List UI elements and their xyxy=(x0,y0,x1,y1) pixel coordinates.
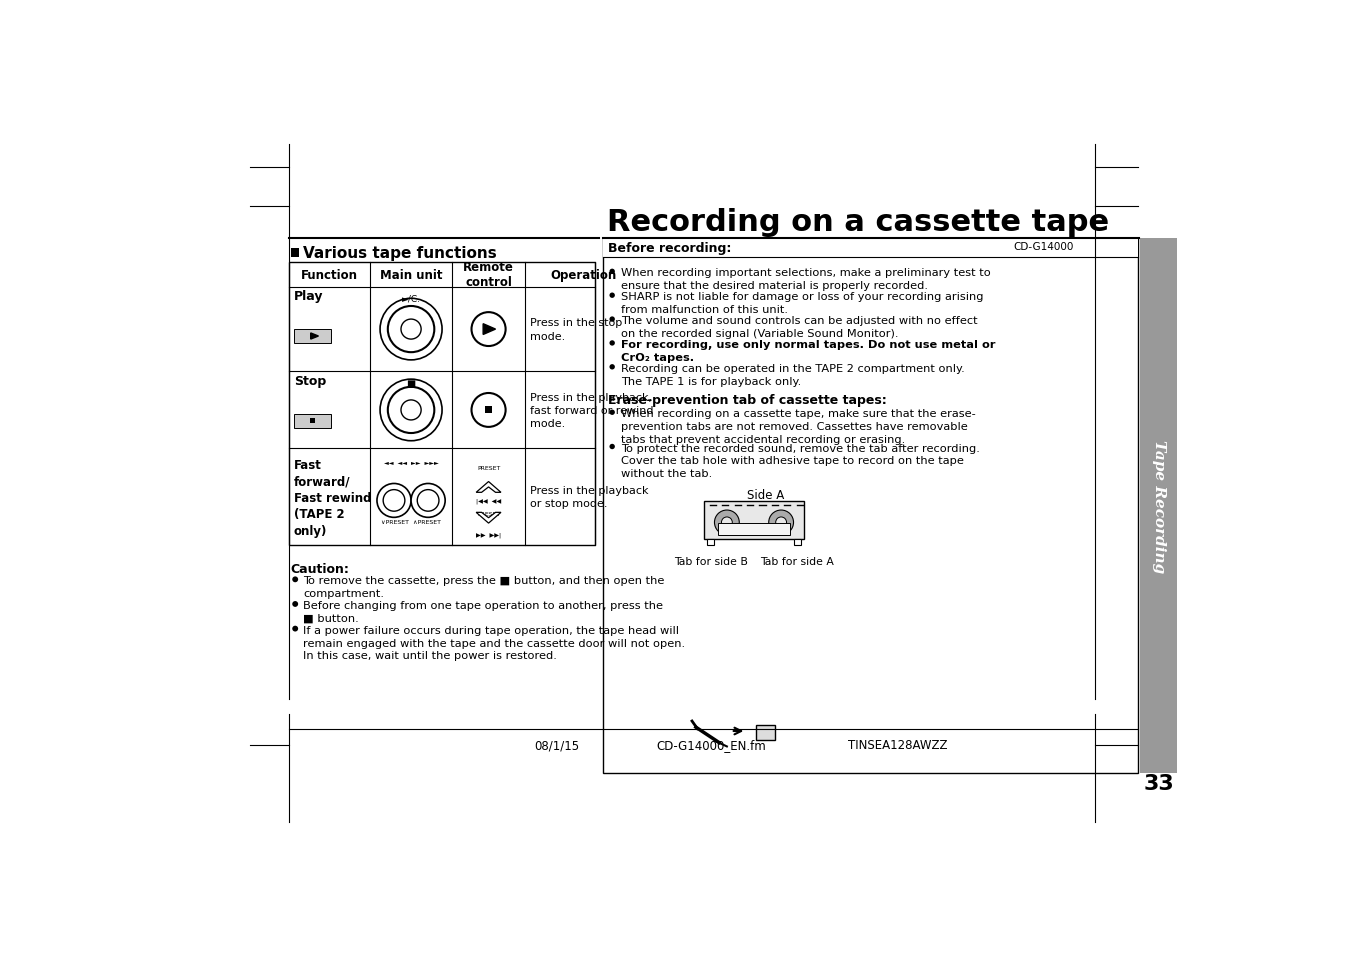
Bar xyxy=(707,539,715,546)
Text: 08/1/15: 08/1/15 xyxy=(534,739,580,752)
Text: 33: 33 xyxy=(1143,774,1174,794)
Circle shape xyxy=(609,410,615,416)
Text: If a power failure occurs during tape operation, the tape head will
remain engag: If a power failure occurs during tape op… xyxy=(303,625,685,660)
Bar xyxy=(793,539,801,546)
Text: When recording on a cassette tape, make sure that the erase-
prevention tabs are: When recording on a cassette tape, make … xyxy=(620,409,975,444)
Circle shape xyxy=(609,317,615,322)
Text: SHARP is not liable for damage or loss of your recording arising
from malfunctio: SHARP is not liable for damage or loss o… xyxy=(620,292,984,314)
Polygon shape xyxy=(476,513,501,523)
Bar xyxy=(293,330,331,344)
Circle shape xyxy=(292,601,299,607)
Text: Various tape functions: Various tape functions xyxy=(303,246,497,261)
Bar xyxy=(309,418,315,424)
Bar xyxy=(290,249,299,257)
Bar xyxy=(289,263,596,545)
Circle shape xyxy=(417,490,439,512)
Bar xyxy=(704,501,804,539)
Text: PRESET: PRESET xyxy=(477,466,500,471)
Polygon shape xyxy=(311,334,319,339)
Bar xyxy=(757,725,775,740)
Circle shape xyxy=(292,626,299,632)
Circle shape xyxy=(715,511,739,535)
Circle shape xyxy=(388,307,434,353)
Circle shape xyxy=(471,394,505,428)
Circle shape xyxy=(377,484,411,517)
Text: The volume and sound controls can be adjusted with no effect
on the recorded sig: The volume and sound controls can be adj… xyxy=(620,315,977,338)
Circle shape xyxy=(721,517,732,528)
Text: |◀◀  ◀◀: |◀◀ ◀◀ xyxy=(476,497,501,503)
Text: Side A: Side A xyxy=(747,489,784,502)
Text: Recording can be operated in the TAPE 2 compartment only.
The TAPE 1 is for play: Recording can be operated in the TAPE 2 … xyxy=(620,364,965,386)
Text: Fast
forward/
Fast rewind
(TAPE 2
only): Fast forward/ Fast rewind (TAPE 2 only) xyxy=(293,458,372,537)
Circle shape xyxy=(401,400,422,420)
Text: Recording on a cassette tape: Recording on a cassette tape xyxy=(607,208,1109,236)
Text: Press in the playback,
fast forward or rewind
mode.: Press in the playback, fast forward or r… xyxy=(530,393,654,429)
Polygon shape xyxy=(484,324,496,335)
Text: ▶▶  ▶▶|: ▶▶ ▶▶| xyxy=(476,533,501,537)
Text: Caution:: Caution: xyxy=(290,562,350,575)
Text: Press in the playback
or stop mode.: Press in the playback or stop mode. xyxy=(530,485,648,509)
Circle shape xyxy=(401,320,422,339)
Bar xyxy=(603,239,1138,257)
Text: For recording, use only normal tapes. Do not use metal or
CrO₂ tapes.: For recording, use only normal tapes. Do… xyxy=(620,339,996,362)
Circle shape xyxy=(769,511,793,535)
Text: Remote
control: Remote control xyxy=(463,261,513,289)
Circle shape xyxy=(388,388,434,434)
Bar xyxy=(717,523,790,535)
Text: ■: ■ xyxy=(407,378,416,389)
Text: ◄◄  ◄◄  ►►  ►►►: ◄◄ ◄◄ ►► ►►► xyxy=(384,460,439,465)
Bar xyxy=(485,407,492,414)
Bar xyxy=(603,239,1138,774)
Text: To protect the recorded sound, remove the tab after recording.
Cover the tab hol: To protect the recorded sound, remove th… xyxy=(620,443,979,478)
Text: CD-G14000_EN.fm: CD-G14000_EN.fm xyxy=(657,739,766,752)
Bar xyxy=(293,415,331,428)
Bar xyxy=(1140,239,1177,774)
Circle shape xyxy=(775,517,786,528)
Circle shape xyxy=(380,379,442,441)
Circle shape xyxy=(609,270,615,274)
Text: Tab for side A: Tab for side A xyxy=(761,557,835,567)
Text: Tab for side B: Tab for side B xyxy=(674,557,747,567)
Circle shape xyxy=(471,313,505,347)
Circle shape xyxy=(384,490,405,512)
Circle shape xyxy=(609,444,615,450)
Text: ∨PRESET  ∧PRESET: ∨PRESET ∧PRESET xyxy=(381,519,440,524)
Text: Before recording:: Before recording: xyxy=(608,242,732,254)
Circle shape xyxy=(609,365,615,370)
Text: Erase-prevention tab of cassette tapes:: Erase-prevention tab of cassette tapes: xyxy=(608,394,888,407)
Circle shape xyxy=(292,577,299,582)
Text: TINSEA128AWZZ: TINSEA128AWZZ xyxy=(847,739,947,752)
Text: ►/C.: ►/C. xyxy=(401,294,420,303)
Text: Press in the stop
mode.: Press in the stop mode. xyxy=(530,318,623,341)
Circle shape xyxy=(380,299,442,360)
Text: Main unit: Main unit xyxy=(380,269,442,282)
Text: PRESET: PRESET xyxy=(477,512,500,517)
Text: Before changing from one tape operation to another, press the
■ button.: Before changing from one tape operation … xyxy=(303,600,663,623)
Text: When recording important selections, make a preliminary test to
ensure that the : When recording important selections, mak… xyxy=(620,268,990,291)
Text: Function: Function xyxy=(301,269,358,282)
Text: Tape Recording: Tape Recording xyxy=(1151,439,1166,573)
Circle shape xyxy=(609,294,615,298)
Circle shape xyxy=(411,484,446,517)
Text: Stop: Stop xyxy=(293,375,326,388)
Text: Operation: Operation xyxy=(550,269,616,282)
Circle shape xyxy=(609,341,615,346)
Text: To remove the cassette, press the ■ button, and then open the
compartment.: To remove the cassette, press the ■ butt… xyxy=(303,576,665,598)
Text: CD-G14000: CD-G14000 xyxy=(1013,242,1074,252)
Text: Play: Play xyxy=(293,290,323,303)
Polygon shape xyxy=(476,482,501,493)
